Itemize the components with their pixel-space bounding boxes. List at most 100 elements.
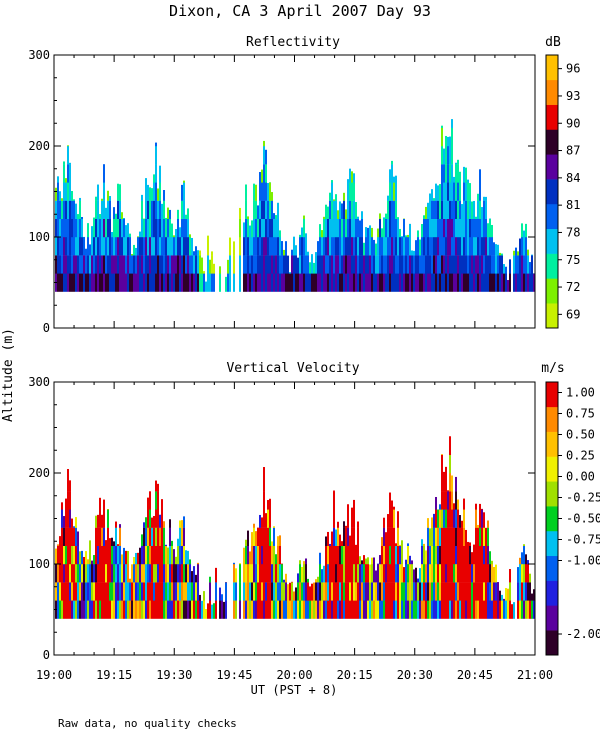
reflectivity-heatmap-cell bbox=[123, 218, 125, 238]
reflectivity-heatmap-cell bbox=[163, 273, 165, 292]
velocity-heatmap-cell bbox=[299, 582, 301, 601]
velocity-heatmap-cell bbox=[159, 582, 161, 601]
velocity-heatmap-cell bbox=[457, 545, 459, 565]
reflectivity-heatmap-cell bbox=[399, 237, 401, 256]
reflectivity-heatmap-cell bbox=[443, 200, 445, 219]
velocity-heatmap-cell bbox=[69, 600, 71, 619]
velocity-heatmap-cell bbox=[161, 545, 163, 565]
reflectivity-heatmap-cell bbox=[73, 199, 75, 201]
reflectivity-heatmap-cell bbox=[199, 250, 201, 256]
velocity-heatmap-cell bbox=[77, 531, 79, 546]
velocity-colorbar-unit: m/s bbox=[541, 361, 564, 376]
velocity-heatmap-cell bbox=[265, 600, 267, 619]
reflectivity-heatmap-cell bbox=[441, 127, 443, 147]
velocity-heatmap-cell bbox=[311, 583, 313, 601]
reflectivity-heatmap-cell bbox=[407, 237, 409, 256]
velocity-heatmap-cell bbox=[513, 602, 515, 619]
reflectivity-heatmap-cell bbox=[477, 200, 479, 219]
reflectivity-heatmap-cell bbox=[437, 255, 439, 274]
velocity-heatmap-cell bbox=[147, 527, 149, 546]
velocity-heatmap-cell bbox=[161, 564, 163, 583]
reflectivity-heatmap-cell bbox=[181, 255, 183, 274]
velocity-heatmap-cell bbox=[439, 509, 441, 528]
reflectivity-heatmap-cell bbox=[395, 175, 397, 183]
velocity-x-tick-label: 19:15 bbox=[96, 668, 132, 682]
reflectivity-heatmap-cell bbox=[149, 237, 151, 256]
reflectivity-heatmap-cell bbox=[67, 237, 69, 256]
velocity-heatmap-cell bbox=[449, 545, 451, 565]
reflectivity-colorbar-unit: dB bbox=[545, 35, 561, 50]
reflectivity-heatmap-cell bbox=[149, 273, 151, 292]
velocity-heatmap-cell bbox=[517, 600, 519, 619]
velocity-heatmap-cell bbox=[457, 600, 459, 619]
reflectivity-heatmap-cell bbox=[463, 237, 465, 256]
velocity-heatmap-cell bbox=[343, 600, 345, 619]
reflectivity-heatmap-cell bbox=[161, 237, 163, 256]
reflectivity-heatmap-cell bbox=[113, 218, 115, 238]
velocity-heatmap-cell bbox=[219, 600, 221, 619]
reflectivity-heatmap-cell bbox=[407, 273, 409, 292]
velocity-heatmap-cell bbox=[383, 517, 385, 528]
reflectivity-heatmap-cell bbox=[449, 200, 451, 219]
reflectivity-heatmap-cell bbox=[435, 237, 437, 256]
reflectivity-heatmap-cell bbox=[347, 179, 349, 183]
velocity-heatmap-cell bbox=[183, 600, 185, 619]
reflectivity-heatmap-cell bbox=[195, 255, 197, 274]
velocity-heatmap-cell bbox=[481, 600, 483, 619]
velocity-heatmap-cell bbox=[165, 564, 167, 583]
velocity-heatmap-cell bbox=[489, 551, 491, 565]
reflectivity-heatmap-cell bbox=[335, 237, 337, 256]
velocity-heatmap-cell bbox=[149, 564, 151, 583]
reflectivity-heatmap-cell bbox=[413, 273, 415, 292]
velocity-heatmap-cell bbox=[341, 600, 343, 619]
reflectivity-heatmap-cell bbox=[149, 255, 151, 274]
velocity-heatmap-cell bbox=[451, 527, 453, 546]
reflectivity-heatmap-cell bbox=[353, 200, 355, 219]
reflectivity-heatmap-cell bbox=[315, 252, 317, 256]
velocity-heatmap-cell bbox=[453, 564, 455, 583]
velocity-y-tick-label: 100 bbox=[28, 557, 50, 571]
reflectivity-heatmap-cell bbox=[327, 237, 329, 256]
reflectivity-heatmap-cell bbox=[429, 255, 431, 274]
reflectivity-heatmap-cell bbox=[441, 182, 443, 201]
reflectivity-heatmap-cell bbox=[473, 255, 475, 274]
reflectivity-heatmap-cell bbox=[329, 192, 331, 201]
velocity-heatmap-cell bbox=[487, 545, 489, 565]
velocity-heatmap-cell bbox=[261, 564, 263, 583]
reflectivity-heatmap-cell bbox=[167, 207, 169, 219]
velocity-heatmap-cell bbox=[357, 527, 359, 546]
velocity-heatmap-cell bbox=[411, 560, 413, 565]
reflectivity-heatmap-cell bbox=[295, 273, 297, 292]
velocity-heatmap-cell bbox=[355, 600, 357, 619]
velocity-heatmap-cell bbox=[239, 564, 241, 583]
reflectivity-heatmap-cell bbox=[389, 218, 391, 238]
velocity-heatmap-cell bbox=[379, 564, 381, 583]
velocity-heatmap-cell bbox=[189, 582, 191, 601]
reflectivity-heatmap-cell bbox=[159, 255, 161, 274]
reflectivity-heatmap-cell bbox=[93, 255, 95, 274]
velocity-heatmap-cell bbox=[279, 582, 281, 601]
reflectivity-heatmap-cell bbox=[521, 273, 523, 292]
velocity-heatmap-cell bbox=[391, 600, 393, 619]
reflectivity-heatmap-cell bbox=[67, 146, 69, 165]
reflectivity-heatmap-cell bbox=[85, 255, 87, 274]
reflectivity-heatmap-cell bbox=[451, 255, 453, 274]
velocity-heatmap bbox=[55, 436, 535, 619]
reflectivity-heatmap-cell bbox=[95, 196, 97, 201]
velocity-heatmap-cell bbox=[81, 600, 83, 619]
velocity-heatmap-cell bbox=[95, 600, 97, 619]
reflectivity-heatmap-cell bbox=[111, 273, 113, 292]
velocity-heatmap-cell bbox=[259, 600, 261, 619]
reflectivity-heatmap-cell bbox=[437, 218, 439, 238]
reflectivity-heatmap-cell bbox=[273, 273, 275, 292]
reflectivity-colorbar-tick-label: 93 bbox=[566, 89, 580, 103]
velocity-heatmap-cell bbox=[269, 545, 271, 565]
reflectivity-colorbar-swatch bbox=[546, 203, 558, 230]
velocity-heatmap-cell bbox=[155, 582, 157, 601]
reflectivity-heatmap-cell bbox=[95, 273, 97, 292]
reflectivity-heatmap-cell bbox=[397, 255, 399, 274]
velocity-heatmap-cell bbox=[447, 600, 449, 619]
reflectivity-heatmap-cell bbox=[457, 182, 459, 201]
reflectivity-heatmap-cell bbox=[109, 255, 111, 274]
velocity-heatmap-cell bbox=[457, 582, 459, 601]
